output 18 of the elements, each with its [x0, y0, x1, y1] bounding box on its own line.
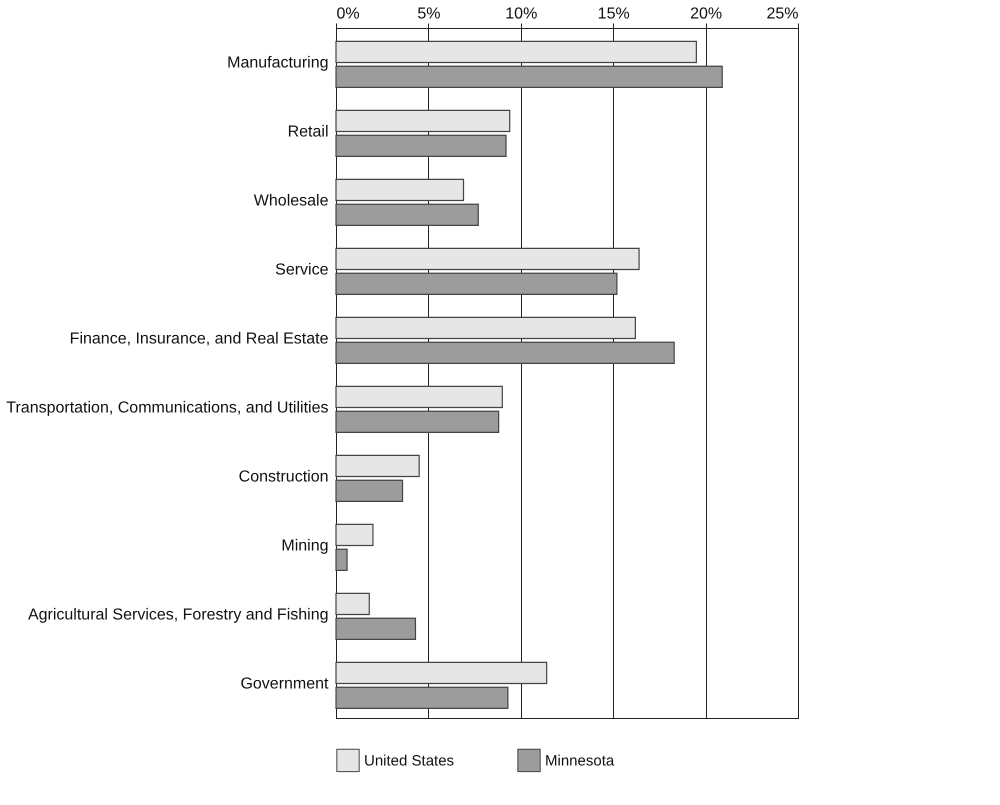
y-tick-label: Mining	[281, 538, 328, 554]
y-tick-label: Manufacturing	[227, 54, 328, 72]
y-tick-label: Finance, Insurance, and Real Estate	[70, 330, 329, 348]
y-tick-label: Construction	[238, 468, 328, 486]
y-tick-label: Agricultural Services, Forestry and Fishing	[28, 606, 328, 624]
y-tick-label: Transportation, Communications, and Utilities	[6, 400, 328, 416]
y-tick-label: Wholesale	[254, 192, 329, 210]
legend-label: United States	[364, 752, 454, 770]
x-tick-label: 0%	[336, 6, 360, 22]
x-tick-label: 20%	[690, 6, 722, 22]
y-tick-label: Government	[240, 676, 330, 692]
legend-label: Minnesota	[545, 752, 615, 770]
y-tick-label: Service	[275, 262, 329, 278]
x-tick-label: 15%	[598, 6, 630, 22]
x-tick-label: 5%	[417, 6, 440, 22]
x-tick-label: 25%	[766, 6, 798, 22]
x-tick-label: 10%	[505, 6, 538, 22]
y-tick-label: Retail	[288, 124, 328, 140]
